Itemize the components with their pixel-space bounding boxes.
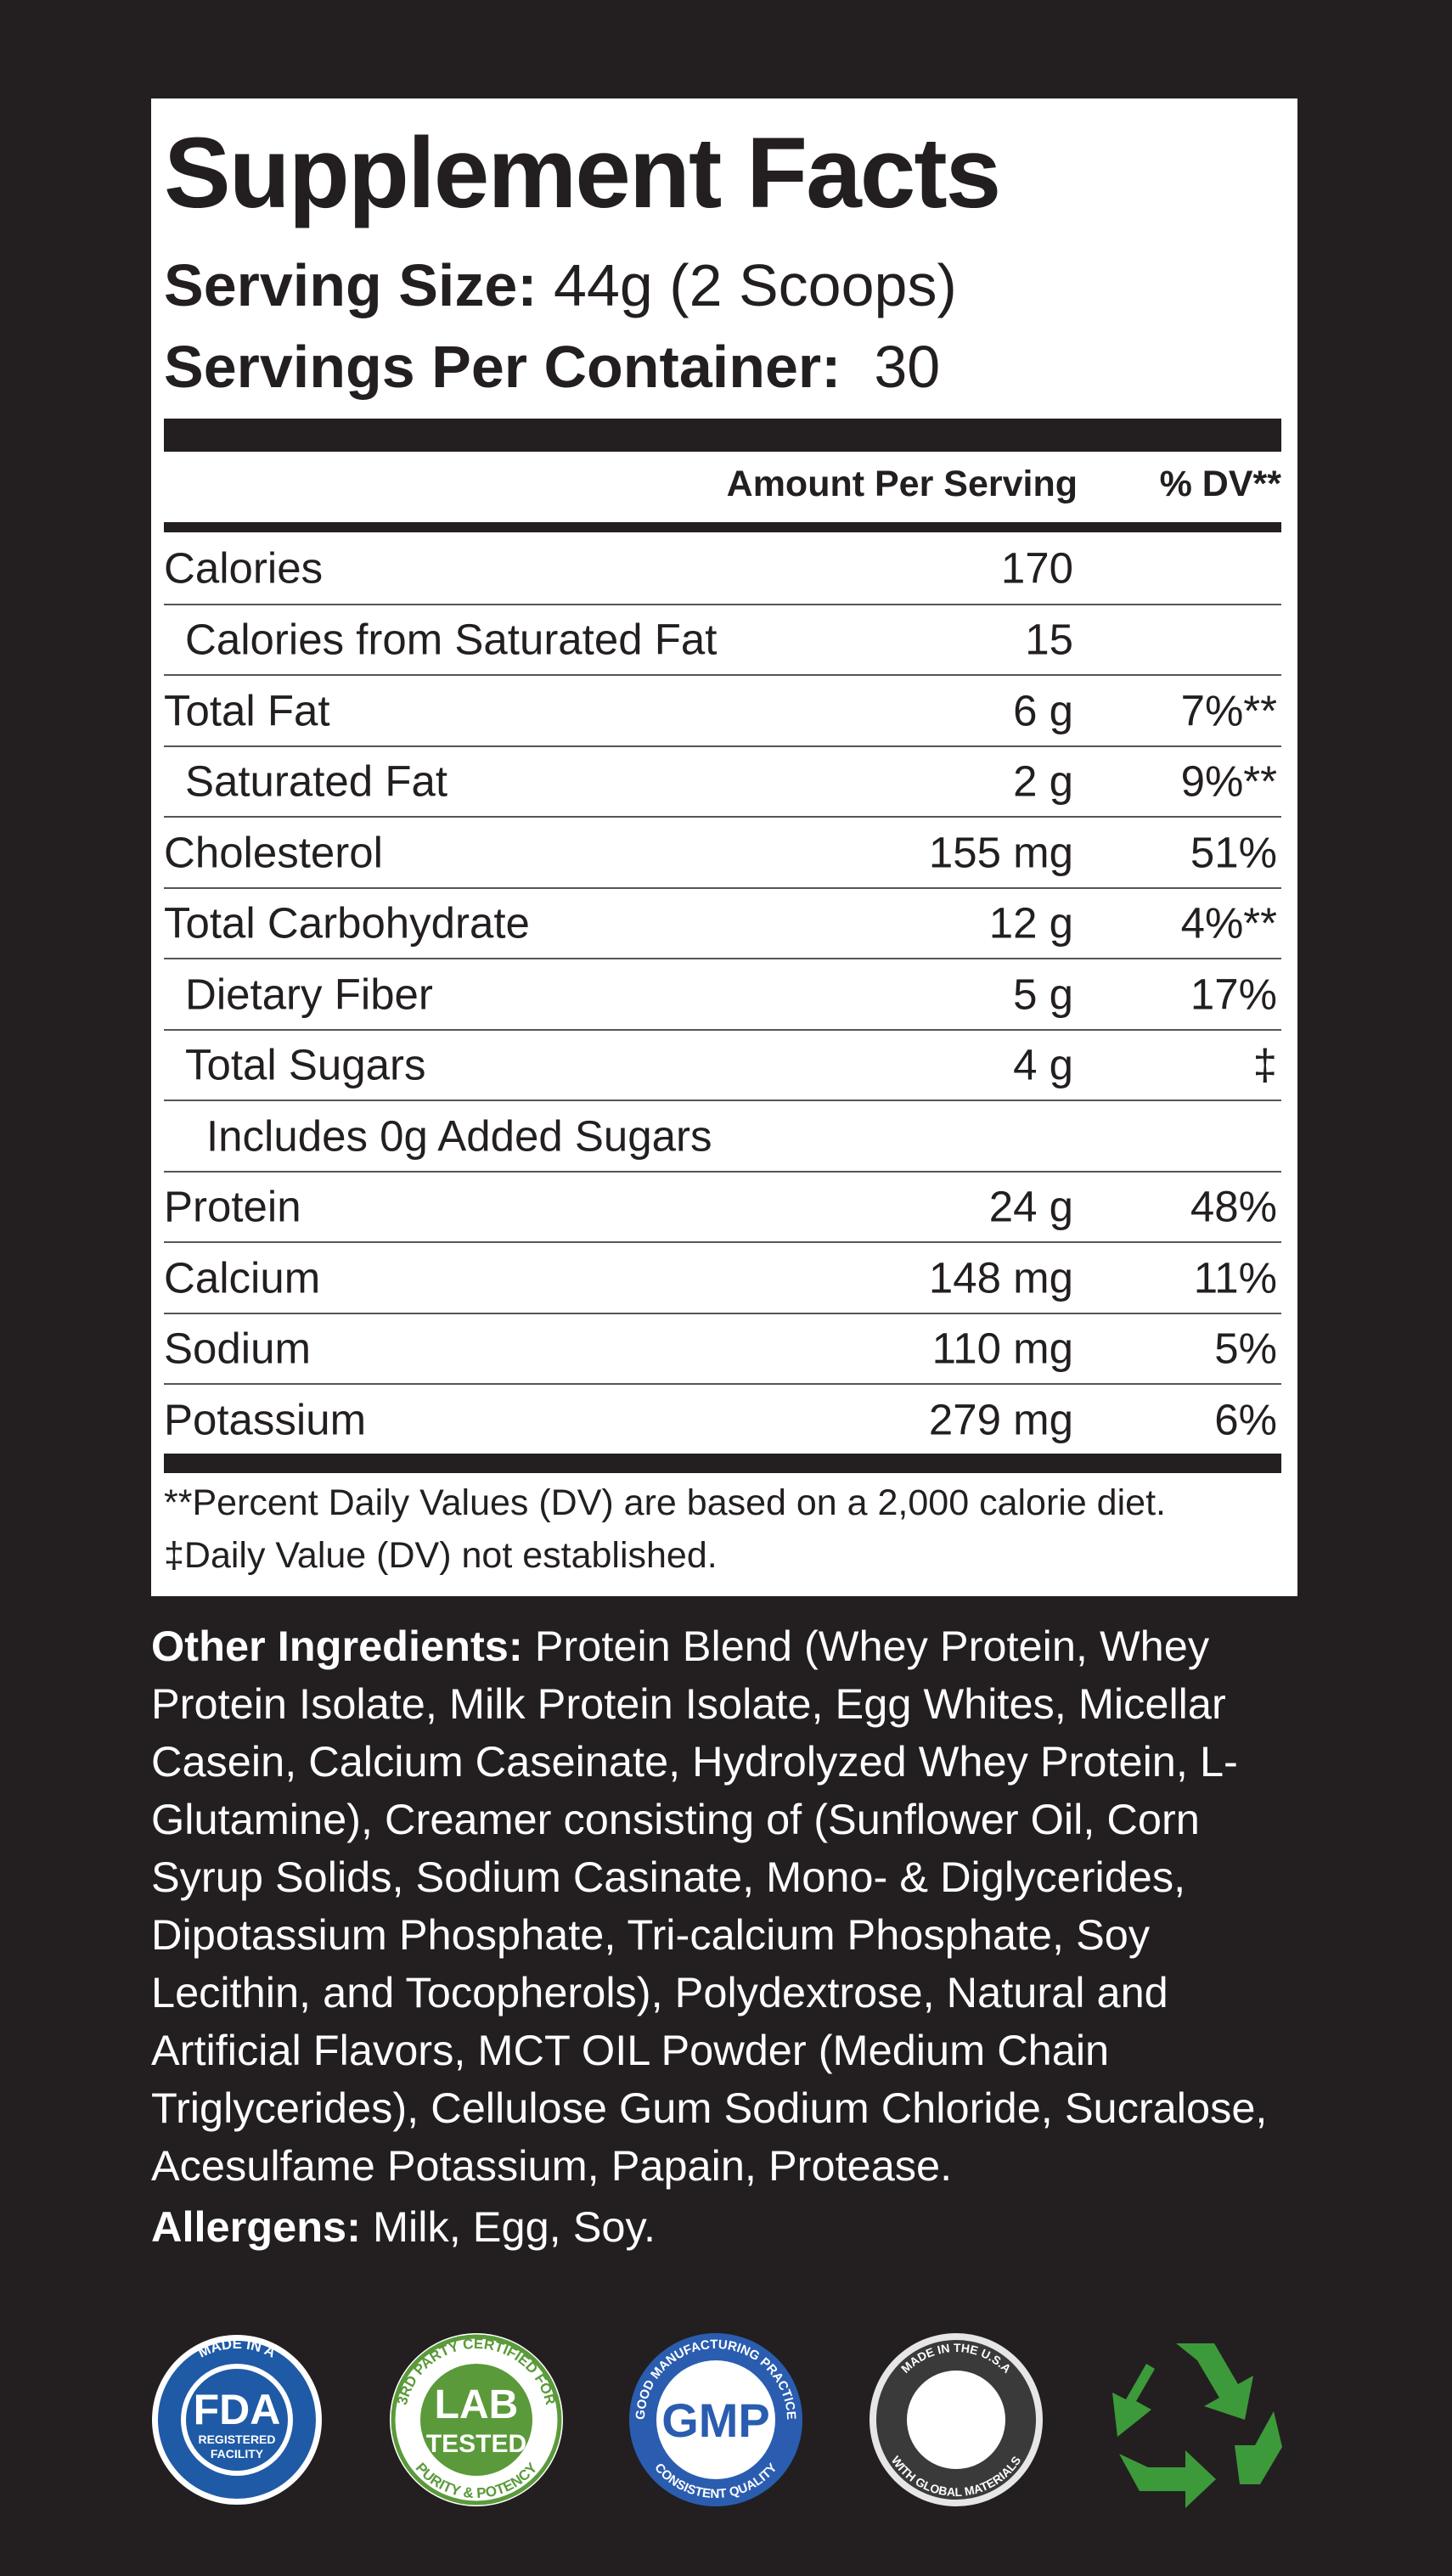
badge-text: LAB <box>435 2382 519 2427</box>
amount: 2 g <box>1013 756 1073 806</box>
nutrient-name: Total Fat <box>164 686 330 735</box>
amount: 6 g <box>1013 686 1073 735</box>
amount: 12 g <box>988 898 1073 948</box>
nutrient-name: Total Sugars <box>185 1040 426 1089</box>
facts-row: Sodium 110 mg 5% <box>164 1312 1281 1384</box>
facts-row: Calories from Saturated Fat 15 <box>164 603 1281 675</box>
footnote: ‡Daily Value (DV) not established. <box>164 1535 718 1576</box>
ingredients: Other Ingredients: Protein Blend (Whey P… <box>151 1617 1306 2195</box>
facts-row: Cholesterol 155 mg 51% <box>164 816 1281 887</box>
nutrient-name: Saturated Fat <box>185 756 448 806</box>
daily-value: 48% <box>1190 1182 1277 1231</box>
title: Supplement Facts <box>164 117 1001 229</box>
nutrient-name: Dietary Fiber <box>185 970 433 1019</box>
facts-row: Total Fat 6 g 7%** <box>164 674 1281 745</box>
daily-value: ‡ <box>1252 1040 1277 1089</box>
facts-row: Dietary Fiber 5 g 17% <box>164 958 1281 1029</box>
facts-row: Total Carbohydrate 12 g 4%** <box>164 886 1281 959</box>
servings-label: Servings Per Container: <box>164 334 841 400</box>
footnote: **Percent Daily Values (DV) are based on… <box>164 1482 1166 1523</box>
facts-row: Calories 170 <box>164 532 1281 604</box>
servings-per-container: Servings Per Container: 30 <box>164 333 940 401</box>
facts-row: Includes 0g Added Sugars <box>164 1100 1281 1171</box>
amount: 24 g <box>988 1182 1073 1231</box>
facts-row: Potassium 279 mg 6% <box>164 1383 1281 1454</box>
nutrient-name: Calcium <box>164 1253 321 1302</box>
daily-value: 6% <box>1214 1395 1277 1444</box>
amount: 5 g <box>1013 970 1073 1019</box>
amount: 155 mg <box>928 828 1073 877</box>
daily-value: 9%** <box>1180 756 1277 806</box>
allergens-text: Milk, Egg, Soy. <box>372 2202 656 2251</box>
nutrient-name: Calories <box>164 543 324 593</box>
gmp-badge: GOOD MANUFACTURING PRACTICE CONSISTENT Q… <box>629 2333 802 2506</box>
supplement-facts-panel: Supplement Facts Serving Size: 44g (2 Sc… <box>151 98 1297 1596</box>
lab-badge: 3RD PARTY CERTIFIED FOR PURITY & POTENCY… <box>390 2333 563 2506</box>
daily-value: 7%** <box>1180 686 1277 735</box>
recycle-icon <box>1112 2343 1282 2508</box>
daily-value: 4%** <box>1180 898 1277 948</box>
rule <box>164 522 1281 532</box>
facts-row: Total Sugars 4 g ‡ <box>164 1028 1281 1100</box>
amount: 4 g <box>1013 1040 1073 1089</box>
badge-text: FDA <box>194 2386 281 2433</box>
amount: 148 mg <box>928 1253 1073 1302</box>
nutrient-name: Cholesterol <box>164 828 383 877</box>
column-header: Amount Per Serving <box>726 464 1078 504</box>
daily-value: 5% <box>1214 1324 1277 1373</box>
thick-rule <box>164 1454 1281 1473</box>
serving-size-label: Serving Size: <box>164 252 537 318</box>
badge-text: REGISTERED <box>198 2433 275 2446</box>
amount: 170 <box>1000 543 1073 593</box>
thick-rule <box>164 419 1281 452</box>
ingredients-label: Other Ingredients: <box>151 1622 523 1670</box>
nutrient-name: Total Carbohydrate <box>164 898 530 948</box>
servings-value: 30 <box>874 334 941 400</box>
nutrient-name: Calories from Saturated Fat <box>185 615 718 664</box>
badges: MADE IN A FDA REGISTERED FACILITY 3RD PA… <box>152 2333 1282 2508</box>
daily-value: 11% <box>1193 1253 1277 1302</box>
badge-text: GMP <box>661 2393 770 2447</box>
facts-row: Saturated Fat 2 g 9%** <box>164 745 1281 817</box>
fda-badge: MADE IN A FDA REGISTERED FACILITY <box>152 2335 322 2505</box>
facts-row: Calcium 148 mg 11% <box>164 1241 1281 1313</box>
badge-text: TESTED <box>426 2430 526 2458</box>
facts-row: Protein 24 g 48% <box>164 1170 1281 1242</box>
allergens: Allergens: Milk, Egg, Soy. <box>151 2202 656 2252</box>
usa-badge: MADE IN THE U.S.A WITH GLOBAL MATERIALS <box>870 2333 1043 2506</box>
nutrient-name: Includes 0g Added Sugars <box>206 1111 712 1161</box>
daily-value: 51% <box>1190 828 1277 877</box>
daily-value: 17% <box>1190 970 1277 1019</box>
serving-size: Serving Size: 44g (2 Scoops) <box>164 251 957 319</box>
badge-text: FACILITY <box>211 2447 264 2461</box>
ingredients-text: Protein Blend (Whey Protein, Whey Protei… <box>151 1622 1268 2190</box>
nutrient-name: Sodium <box>164 1324 311 1373</box>
amount: 110 mg <box>931 1324 1073 1373</box>
amount: 15 <box>1025 615 1073 664</box>
amount: 279 mg <box>928 1395 1073 1444</box>
nutrient-name: Protein <box>164 1182 301 1231</box>
nutrient-name: Potassium <box>164 1395 367 1444</box>
allergens-label: Allergens: <box>151 2202 361 2251</box>
column-header: % DV** <box>1159 464 1281 504</box>
serving-size-value: 44g (2 Scoops) <box>554 252 957 318</box>
